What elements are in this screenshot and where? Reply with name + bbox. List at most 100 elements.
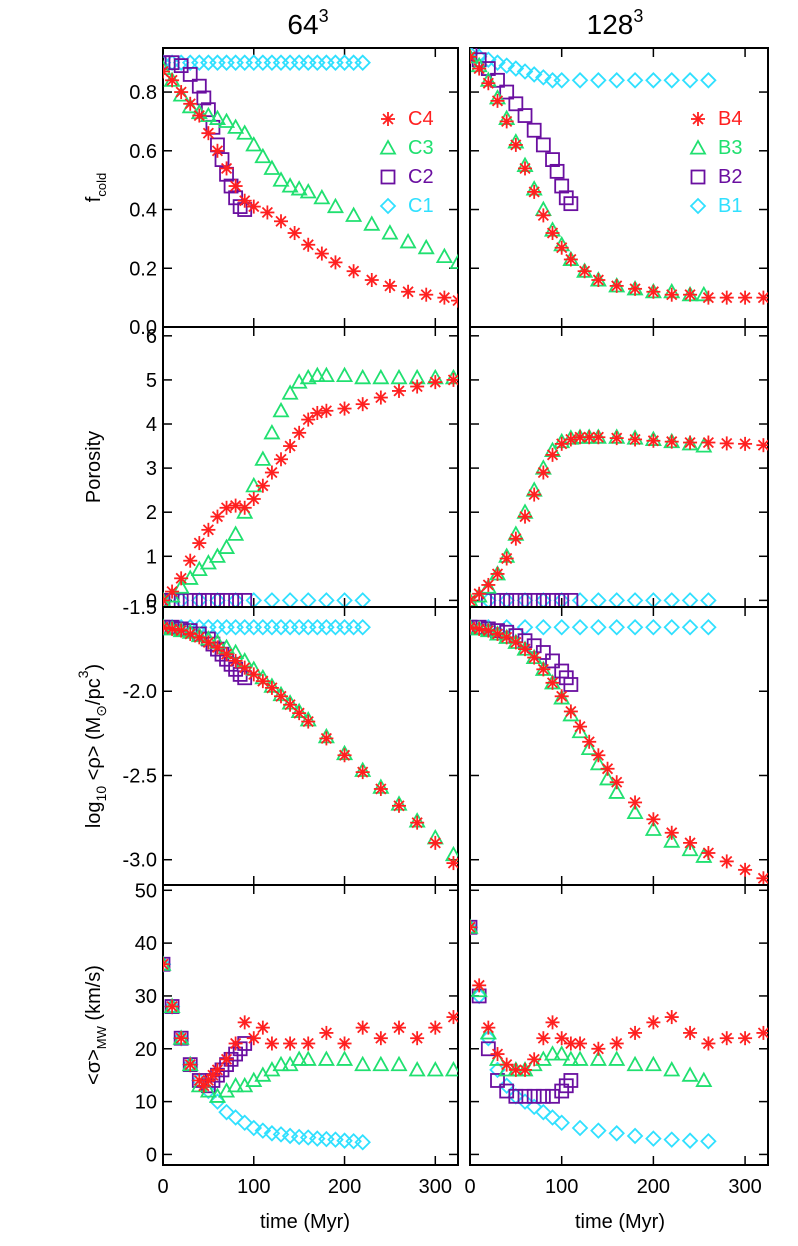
y-tick-label: -2.0 [123, 681, 157, 703]
point-C3 [208, 109, 226, 125]
point-C1 [281, 618, 299, 636]
legend: B4 B3 B2 B1 [689, 108, 742, 217]
point-C4 [337, 748, 352, 763]
point-C4 [301, 412, 316, 427]
point-B4 [664, 825, 679, 840]
point-B1 [516, 592, 534, 607]
y-axis-label: <σ>MW (km/s) [83, 965, 109, 1085]
point-B4 [499, 551, 514, 566]
point-C1 [299, 54, 317, 71]
point-C4 [274, 214, 288, 229]
point-B2 [554, 1083, 570, 1099]
point-B2 [526, 1088, 542, 1104]
legend-label-B4: B4 [718, 108, 742, 130]
point-B1 [553, 592, 570, 607]
point-C2 [196, 90, 212, 106]
y-tick-label: -3.0 [123, 850, 157, 872]
point-B4 [481, 1020, 496, 1035]
point-B4 [536, 208, 551, 223]
point-B4 [573, 719, 588, 734]
x-tick-label: 100 [237, 1176, 270, 1198]
point-B4 [545, 226, 560, 241]
point-C3 [308, 366, 326, 383]
point-B2 [480, 1041, 496, 1057]
point-B4 [470, 920, 477, 935]
point-C1 [209, 592, 226, 607]
legend-marker-C3 [379, 139, 397, 155]
point-B2 [563, 677, 579, 692]
point-B1 [681, 1132, 699, 1149]
point-B4 [563, 704, 578, 719]
panel-r0-c0: 0.0 0.2 0.4 0.6 0.8 C4 C3 C2 C1 [129, 47, 459, 339]
point-B3 [599, 770, 617, 786]
point-B3 [695, 437, 713, 453]
point-C1 [245, 618, 263, 636]
point-C4 [446, 1010, 458, 1025]
point-C2 [164, 55, 180, 71]
point-B4 [527, 1052, 542, 1067]
y-axis-label: Porosity [83, 431, 105, 503]
point-C3 [272, 171, 290, 187]
point-B4 [664, 1010, 679, 1025]
point-C3 [218, 112, 236, 128]
point-B4 [518, 1062, 533, 1077]
y-tick-label: 30 [135, 986, 157, 1008]
panel-r1-c1 [469, 326, 769, 608]
column-title-128: 1283 [587, 6, 644, 40]
point-B2 [490, 592, 505, 607]
point-B4 [719, 854, 734, 869]
point-C1 [218, 54, 235, 71]
series-group [163, 618, 458, 871]
point-B4 [563, 432, 578, 447]
point-B4 [664, 434, 679, 449]
point-C4 [283, 697, 298, 712]
panel-r0-c1: B4 B3 B2 B1 [469, 47, 769, 328]
point-C3 [263, 423, 281, 440]
point-C4 [183, 553, 198, 568]
point-C1 [345, 618, 362, 636]
point-C3 [354, 368, 372, 385]
point-B3 [543, 1045, 562, 1061]
point-B2 [508, 1088, 524, 1104]
point-B4 [470, 593, 477, 607]
point-B4 [609, 775, 624, 790]
legend-marker-B2 [690, 169, 706, 185]
y-tick-label: 10 [135, 1092, 157, 1114]
point-C4 [283, 1036, 298, 1051]
point-B4 [591, 273, 606, 288]
point-C1 [254, 1122, 272, 1139]
point-C4 [392, 1020, 406, 1035]
point-B4 [527, 650, 542, 665]
point-B2 [490, 1073, 505, 1088]
point-B2 [545, 653, 560, 669]
point-B2 [517, 592, 533, 607]
point-C1 [309, 54, 326, 71]
point-B1 [516, 618, 534, 636]
point-C3 [326, 197, 344, 214]
point-C1 [318, 1130, 335, 1148]
point-C4 [165, 999, 180, 1014]
point-B1 [590, 618, 607, 636]
point-B2 [563, 196, 579, 212]
point-C1 [254, 618, 272, 636]
point-B2 [535, 137, 551, 153]
point-C4 [210, 640, 225, 655]
point-C4 [301, 237, 316, 252]
point-C4 [328, 255, 343, 270]
column-title-64: 643 [287, 6, 328, 40]
point-C3 [381, 224, 399, 240]
point-C4 [419, 287, 434, 302]
point-B1 [590, 1122, 607, 1139]
y-tick-label: 5 [146, 370, 157, 392]
point-B4 [683, 835, 698, 850]
point-C1 [272, 1126, 290, 1143]
point-C4 [337, 1036, 352, 1051]
point-B4 [508, 531, 523, 546]
point-B4 [472, 978, 487, 993]
point-B4 [701, 1036, 716, 1051]
point-C4 [355, 765, 370, 780]
point-B4 [545, 447, 560, 462]
point-B3 [608, 783, 626, 799]
point-C4 [174, 1031, 189, 1046]
